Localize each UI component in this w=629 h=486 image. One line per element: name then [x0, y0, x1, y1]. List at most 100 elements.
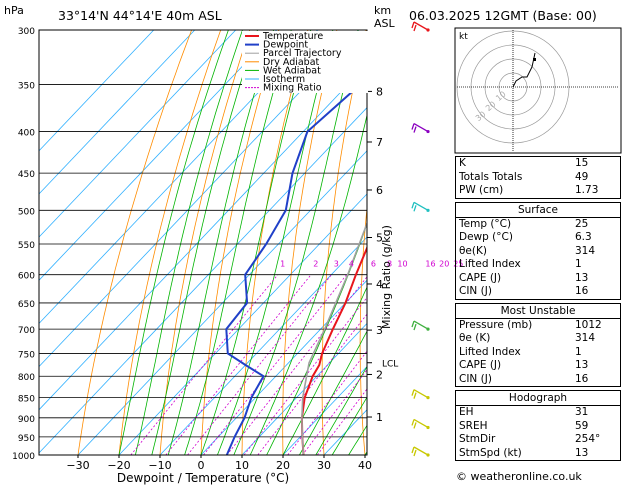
pressure-tick-label: 850 — [18, 395, 35, 405]
table-row: Dewp (°C) 6.3 — [456, 231, 620, 245]
wind-barb-base — [426, 453, 429, 456]
table-header: Hodograph — [456, 391, 620, 406]
wind-barb — [412, 447, 428, 456]
mixing-ratio-label: 2 — [313, 260, 318, 269]
wind-barb — [412, 321, 428, 330]
hodograph-unit: kt — [459, 32, 468, 42]
wet-adiabat-line — [152, 30, 258, 455]
mixing-ratio-line — [302, 275, 439, 455]
table-row: CIN (J) 16 — [456, 285, 620, 299]
row-value: 49 — [575, 171, 617, 185]
row-key: Pressure (mb) — [459, 319, 575, 333]
wind-barb — [412, 22, 428, 31]
hpa-unit-label: hPa — [4, 4, 24, 17]
asl-unit-label: ASL — [374, 17, 396, 30]
km-tick-label: 2 — [376, 368, 383, 381]
table-row: θe (K) 314 — [456, 332, 620, 346]
pressure-tick-label: 300 — [18, 27, 35, 37]
location-title: 33°14'N 44°14'E 40m ASL — [58, 8, 222, 23]
hodograph-marker — [533, 58, 536, 61]
pressure-tick-label: 650 — [18, 300, 35, 310]
dry-adiabat-line — [78, 30, 192, 455]
isotherm-line — [0, 30, 400, 455]
pressure-tick-label: 900 — [18, 415, 35, 425]
row-value: 13 — [575, 272, 617, 286]
surface-box: Surface Temp (°C) 25 Dewp (°C) 6.3 θe(K) 314 Li… — [455, 202, 621, 300]
table-header: Most Unstable — [456, 304, 620, 319]
row-value: 31 — [575, 406, 617, 420]
row-key: Lifted Index — [459, 258, 575, 272]
wet-adiabat-line — [283, 30, 459, 455]
x-tick-label: 30 — [317, 459, 331, 472]
row-key: CIN (J) — [459, 285, 575, 299]
x-axis-label: Dewpoint / Temperature (°C) — [117, 471, 289, 485]
pressure-tick-label: 800 — [18, 373, 35, 383]
indices-panel: K 15 Totals Totals 49 PW (cm) 1.73 Surface Tem… — [455, 156, 621, 464]
temperature-axis: −30 −20 −10 0 10 20 30 40 — [66, 455, 372, 472]
mixing-ratio-label: 16 — [425, 260, 435, 269]
mixing-ratio-line — [204, 275, 347, 455]
km-tick-label: 6 — [376, 184, 383, 197]
mixing-ratio-label: 3 — [334, 260, 339, 269]
mixing-ratio-labels: 1 2 3 4 6 8 10 16 20 25 — [280, 260, 463, 269]
wet-adiabat-line — [119, 30, 228, 455]
row-value: 16 — [575, 285, 617, 299]
table-row: EH 31 — [456, 406, 620, 420]
mixing-ratio-label: 20 — [439, 260, 449, 269]
copyright-text: © weatheronline.co.uk — [456, 470, 582, 483]
hodograph-frame — [455, 28, 621, 153]
row-key: Temp (°C) — [459, 218, 575, 232]
row-value: 13 — [575, 447, 617, 461]
x-tick-label: 40 — [358, 459, 372, 472]
table-row: CIN (J) 16 — [456, 373, 620, 387]
row-key: Lifted Index — [459, 346, 575, 360]
row-value: 59 — [575, 420, 617, 434]
table-row: PW (cm) 1.73 — [456, 184, 620, 198]
wind-barbs — [412, 22, 430, 457]
mixing-ratio-label: 4 — [349, 260, 354, 269]
row-value: 6.3 — [575, 231, 617, 245]
dry-adiabat-line — [397, 30, 424, 455]
mixing-ratio-label: 6 — [371, 260, 376, 269]
row-key: Dewp (°C) — [459, 231, 575, 245]
wind-barb-base — [426, 426, 429, 429]
table-row: K 15 — [456, 157, 620, 171]
most-unstable-box: Most Unstable Pressure (mb) 1012 θe (K) 314 L… — [455, 303, 621, 388]
row-key: Totals Totals — [459, 171, 575, 185]
row-key: K — [459, 157, 575, 171]
row-key: StmDir — [459, 433, 575, 447]
temperature-series — [302, 30, 425, 455]
row-key: CAPE (J) — [459, 359, 575, 373]
row-key: EH — [459, 406, 575, 420]
mixing-ratio-axis-label: Mixing Ratio (g/kg) — [380, 225, 393, 329]
row-value: 314 — [575, 245, 617, 259]
row-key: CAPE (J) — [459, 272, 575, 286]
pressure-tick-label: 400 — [18, 129, 35, 139]
wind-barb-base — [426, 28, 429, 31]
table-row: CAPE (J) 13 — [456, 272, 620, 286]
row-key: θe(K) — [459, 245, 575, 259]
pressure-tick-label: 700 — [18, 326, 35, 336]
lcl-label: LCL — [382, 360, 398, 370]
row-key: θe (K) — [459, 332, 575, 346]
table-row: Pressure (mb) 1012 — [456, 319, 620, 333]
wind-barb — [412, 390, 428, 399]
datetime-title: 06.03.2025 12GMT (Base: 00) — [409, 8, 597, 23]
row-key: CIN (J) — [459, 373, 575, 387]
wind-barb — [412, 202, 428, 211]
mixing-ratio-line — [227, 275, 369, 455]
legend-entry: Mixing Ratio — [263, 83, 322, 94]
wet-adiabat-line — [135, 30, 242, 455]
table-row: Temp (°C) 25 — [456, 218, 620, 232]
row-value: 1012 — [575, 319, 617, 333]
pressure-tick-label: 950 — [18, 434, 35, 444]
pressure-axis: 300 350 400 450 500 550 600 650 700 750 800 850 900 9… — [12, 27, 35, 462]
row-value: 25 — [575, 218, 617, 232]
pressure-tick-label: 350 — [18, 81, 35, 91]
pressure-tick-label: 550 — [18, 241, 35, 251]
row-value: 16 — [575, 373, 617, 387]
wet-adiabat-line — [217, 30, 333, 455]
row-value: 1 — [575, 258, 617, 272]
pressure-tick-label: 600 — [18, 272, 35, 282]
